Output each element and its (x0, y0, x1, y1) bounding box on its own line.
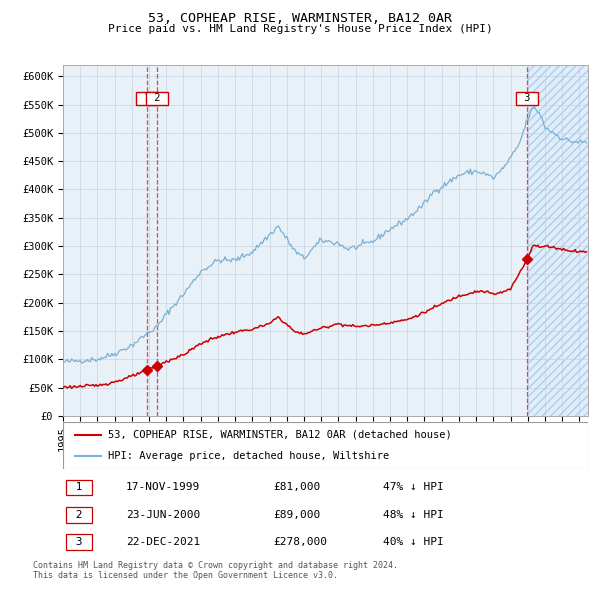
Text: Price paid vs. HM Land Registry's House Price Index (HPI): Price paid vs. HM Land Registry's House … (107, 24, 493, 34)
Text: 17-NOV-1999: 17-NOV-1999 (126, 483, 200, 493)
Bar (527, 65, 588, 416)
Text: 40% ↓ HPI: 40% ↓ HPI (383, 537, 444, 547)
Text: 3: 3 (68, 537, 89, 547)
Text: 48% ↓ HPI: 48% ↓ HPI (383, 510, 444, 520)
Text: 1: 1 (137, 93, 157, 103)
Text: 1: 1 (68, 483, 89, 493)
Text: 3: 3 (518, 93, 537, 103)
Text: £89,000: £89,000 (273, 510, 320, 520)
Text: 47% ↓ HPI: 47% ↓ HPI (383, 483, 444, 493)
Text: 23-JUN-2000: 23-JUN-2000 (126, 510, 200, 520)
Text: 53, COPHEAP RISE, WARMINSTER, BA12 0AR: 53, COPHEAP RISE, WARMINSTER, BA12 0AR (148, 12, 452, 25)
Text: 2: 2 (148, 93, 167, 103)
Text: HPI: Average price, detached house, Wiltshire: HPI: Average price, detached house, Wilt… (107, 451, 389, 461)
Text: Contains HM Land Registry data © Crown copyright and database right 2024.
This d: Contains HM Land Registry data © Crown c… (33, 560, 398, 580)
Text: £278,000: £278,000 (273, 537, 327, 547)
Text: 22-DEC-2021: 22-DEC-2021 (126, 537, 200, 547)
Bar (527, 65, 588, 416)
Text: 53, COPHEAP RISE, WARMINSTER, BA12 0AR (detached house): 53, COPHEAP RISE, WARMINSTER, BA12 0AR (… (107, 430, 451, 440)
Text: 2: 2 (68, 510, 89, 520)
Text: £81,000: £81,000 (273, 483, 320, 493)
